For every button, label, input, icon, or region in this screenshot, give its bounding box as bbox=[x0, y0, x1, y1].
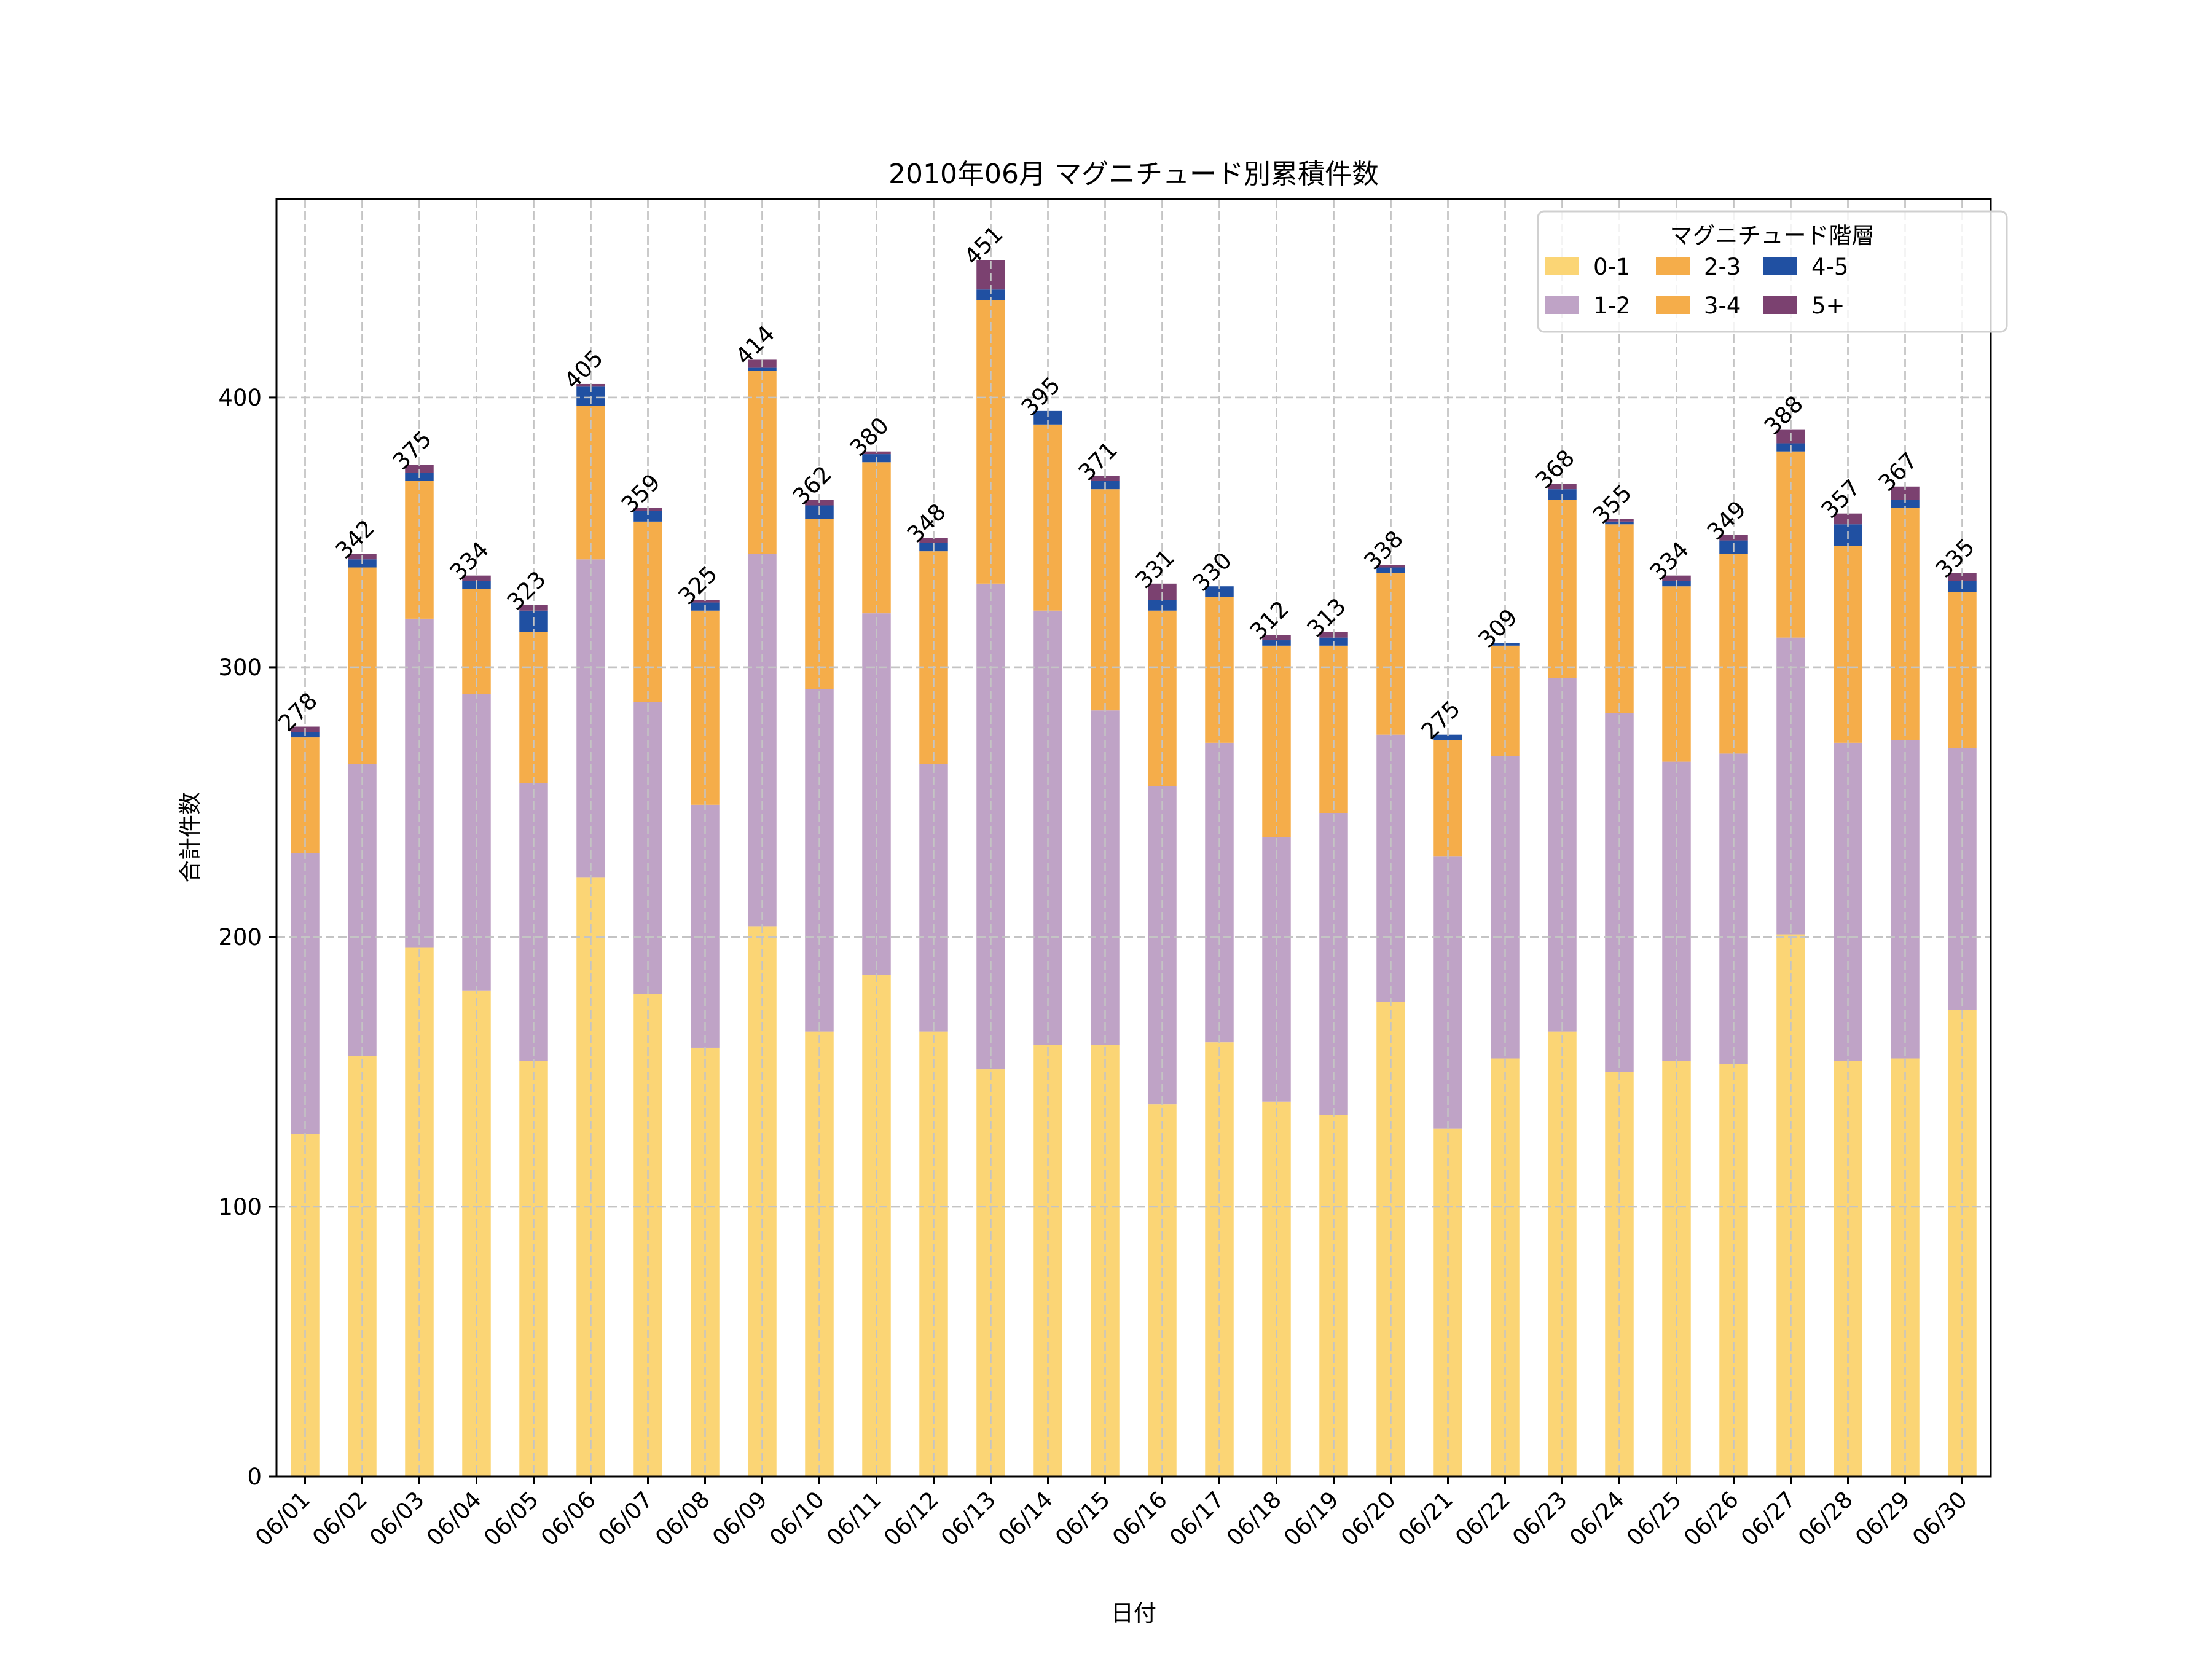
legend-label: 1-2 bbox=[1593, 292, 1630, 319]
legend-label: 2-3 bbox=[1704, 254, 1741, 280]
legend-swatch bbox=[1763, 257, 1797, 275]
plot-frame bbox=[275, 198, 1992, 1478]
legend-swatch bbox=[1656, 296, 1690, 314]
legend-swatch bbox=[1545, 257, 1579, 275]
bar-segment-1-2-06-02 bbox=[348, 764, 377, 1056]
legend-swatch bbox=[1656, 257, 1690, 275]
bar-segment-2-3-06-14 bbox=[1033, 424, 1062, 611]
bar-segment-4-5-06-07 bbox=[633, 511, 662, 522]
legend: マグニチュード階層 0-1 1-2 2-3 3-4 4-5 5+ bbox=[1537, 210, 2008, 333]
legend-title: マグニチュード階層 bbox=[1670, 222, 1875, 249]
y-axis-ticks: 0 100 200 300 400 bbox=[218, 385, 276, 1490]
bar-segment-4-5-06-14 bbox=[1033, 410, 1062, 425]
bar-segment-5plus-06-08 bbox=[691, 600, 720, 603]
bar-segment-5plus-06-25 bbox=[1662, 575, 1691, 581]
y-tick-label: 100 bbox=[218, 1194, 262, 1220]
bar-segment-4-5-06-09 bbox=[748, 367, 777, 371]
bar-segment-0-1-06-21 bbox=[1433, 1128, 1462, 1477]
legend-label: 0-1 bbox=[1593, 254, 1630, 280]
chart-title: 2010年06月 マグニチュード別累積件数 bbox=[888, 159, 1379, 190]
bar-segment-4-5-06-21 bbox=[1433, 734, 1462, 740]
bar-segment-0-1-06-02 bbox=[348, 1056, 377, 1477]
bar-segment-5plus-06-29 bbox=[1891, 486, 1920, 500]
legend-label: 4-5 bbox=[1811, 254, 1848, 280]
bar-segment-4-5-06-17 bbox=[1205, 586, 1234, 597]
legend-swatch bbox=[1545, 296, 1579, 314]
bar-segment-1-2-06-27 bbox=[1776, 637, 1805, 935]
legend-label: 3-4 bbox=[1704, 292, 1741, 319]
grid-overlay bbox=[276, 199, 1991, 1477]
bar-segment-4-5-06-13 bbox=[976, 289, 1005, 300]
y-tick-label: 400 bbox=[218, 385, 262, 411]
legend-items: 0-1 1-2 2-3 3-4 4-5 5+ bbox=[1545, 254, 1848, 319]
bar-segment-2-3-06-22 bbox=[1491, 645, 1520, 756]
bar-segment-0-1-06-12 bbox=[919, 1031, 948, 1477]
bar-segment-1-2-06-05 bbox=[519, 783, 548, 1061]
legend-label: 5+ bbox=[1811, 292, 1845, 319]
bar-segment-5plus-06-10 bbox=[805, 500, 834, 506]
bar-segment-0-1-06-16 bbox=[1148, 1104, 1177, 1477]
bar-segment-4-5-06-29 bbox=[1891, 500, 1920, 508]
y-tick-label: 0 bbox=[247, 1464, 262, 1490]
y-tick-label: 300 bbox=[218, 654, 262, 681]
bar-segment-5plus-06-15 bbox=[1091, 476, 1120, 481]
y-axis-label: 合計件数 bbox=[177, 792, 203, 883]
bar-segment-5plus-06-20 bbox=[1376, 565, 1405, 568]
bar-segment-1-2-06-07 bbox=[633, 702, 662, 994]
bar-segment-5plus-06-04 bbox=[462, 575, 491, 581]
x-axis-label: 日付 bbox=[1111, 1600, 1156, 1626]
bar-segment-0-1-06-23 bbox=[1548, 1031, 1577, 1477]
y-tick-label: 200 bbox=[218, 924, 262, 951]
bar-segment-0-1-06-10 bbox=[805, 1031, 834, 1477]
legend-swatch bbox=[1763, 296, 1797, 314]
bar-segment-5plus-06-30 bbox=[1948, 573, 1977, 581]
bar-segment-5plus-06-12 bbox=[919, 538, 948, 543]
bar-segment-5plus-06-03 bbox=[405, 465, 434, 473]
